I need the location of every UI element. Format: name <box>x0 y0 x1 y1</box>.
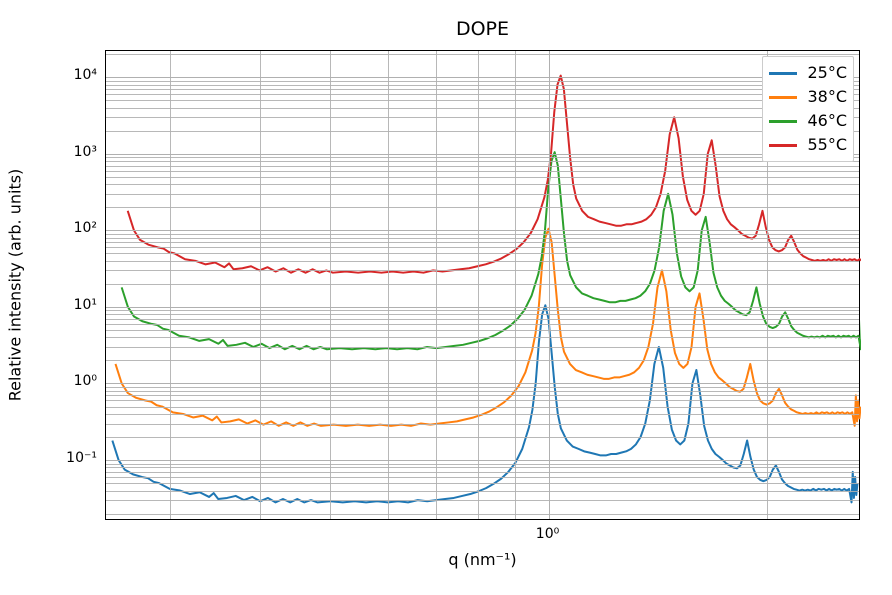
y-tick-label: 10⁴ <box>74 67 97 83</box>
gridline-h <box>106 324 859 325</box>
legend-entry: 38°C <box>769 85 847 109</box>
gridline-h <box>106 117 859 118</box>
legend-entry: 46°C <box>769 109 847 133</box>
gridline-h <box>106 407 859 408</box>
legend-label: 55°C <box>807 133 847 157</box>
gridline-h <box>106 77 859 78</box>
x-tick-label: 10⁰ <box>536 526 559 542</box>
legend-entry: 25°C <box>769 61 847 85</box>
gridline-h <box>106 395 859 396</box>
gridline-v <box>549 51 550 519</box>
legend: 25°C38°C46°C55°C <box>762 56 854 162</box>
gridline-v <box>515 51 516 519</box>
gridline-h <box>106 400 859 401</box>
gridline-h <box>106 270 859 271</box>
y-tick-label: 10² <box>74 220 97 236</box>
legend-label: 38°C <box>807 85 847 109</box>
gridline-h <box>106 483 859 484</box>
gridline-h <box>106 94 859 95</box>
legend-label: 25°C <box>807 61 847 85</box>
gridline-h <box>106 131 859 132</box>
gridline-h <box>106 424 859 425</box>
y-axis-label: Relative intensity (arb. units) <box>6 50 25 520</box>
plot-title: DOPE <box>105 18 860 40</box>
gridline-h <box>106 310 859 311</box>
gridline-h <box>106 500 859 501</box>
gridline-h <box>106 85 859 86</box>
gridline-h <box>106 154 859 155</box>
gridline-h <box>106 477 859 478</box>
y-tick-label: 10⁻¹ <box>66 450 97 466</box>
gridline-h <box>106 234 859 235</box>
gridline-h <box>106 177 859 178</box>
gridline-h <box>106 81 859 82</box>
gridline-h <box>106 347 859 348</box>
gridline-h <box>106 307 859 308</box>
gridline-h <box>106 171 859 172</box>
legend-swatch <box>769 144 797 147</box>
gridline-h <box>106 437 859 438</box>
gridline-h <box>106 414 859 415</box>
gridline-v <box>260 51 261 519</box>
gridline-v <box>478 51 479 519</box>
gridline-h <box>106 464 859 465</box>
legend-swatch <box>769 120 797 123</box>
gridline-h <box>106 230 859 231</box>
y-tick-label: 10⁰ <box>74 373 97 389</box>
legend-swatch <box>769 96 797 99</box>
gridline-h <box>106 467 859 468</box>
gridline-h <box>106 284 859 285</box>
y-tick-label: 10¹ <box>74 297 97 313</box>
gridline-v <box>436 51 437 519</box>
x-axis-label: q (nm⁻¹) <box>105 550 860 569</box>
gridline-h <box>106 319 859 320</box>
gridline-h <box>106 242 859 243</box>
gridline-v <box>170 51 171 519</box>
gridline-h <box>106 184 859 185</box>
gridline-h <box>106 54 859 55</box>
gridline-h <box>106 514 859 515</box>
gridline-h <box>106 460 859 461</box>
gridline-h <box>106 157 859 158</box>
legend-entry: 55°C <box>769 133 847 157</box>
y-tick-label: 10³ <box>74 144 97 160</box>
gridline-h <box>106 238 859 239</box>
gridline-h <box>106 383 859 384</box>
legend-swatch <box>769 72 797 75</box>
gridline-h <box>106 261 859 262</box>
gridline-h <box>106 166 859 167</box>
gridline-v <box>388 51 389 519</box>
plot-area <box>105 50 860 520</box>
gridline-h <box>106 108 859 109</box>
gridline-v <box>330 51 331 519</box>
gridline-h <box>106 314 859 315</box>
legend-label: 46°C <box>807 109 847 133</box>
gridline-h <box>106 89 859 90</box>
gridline-h <box>106 100 859 101</box>
gridline-h <box>106 247 859 248</box>
gridline-h <box>106 360 859 361</box>
gridline-h <box>106 391 859 392</box>
gridline-h <box>106 387 859 388</box>
gridline-h <box>106 253 859 254</box>
gridline-h <box>106 337 859 338</box>
gridline-h <box>106 330 859 331</box>
gridline-h <box>106 194 859 195</box>
figure: DOPE q (nm⁻¹) Relative intensity (arb. u… <box>0 0 892 595</box>
gridline-h <box>106 161 859 162</box>
gridline-h <box>106 491 859 492</box>
gridline-h <box>106 207 859 208</box>
plot-svg <box>106 51 861 521</box>
gridline-h <box>106 472 859 473</box>
